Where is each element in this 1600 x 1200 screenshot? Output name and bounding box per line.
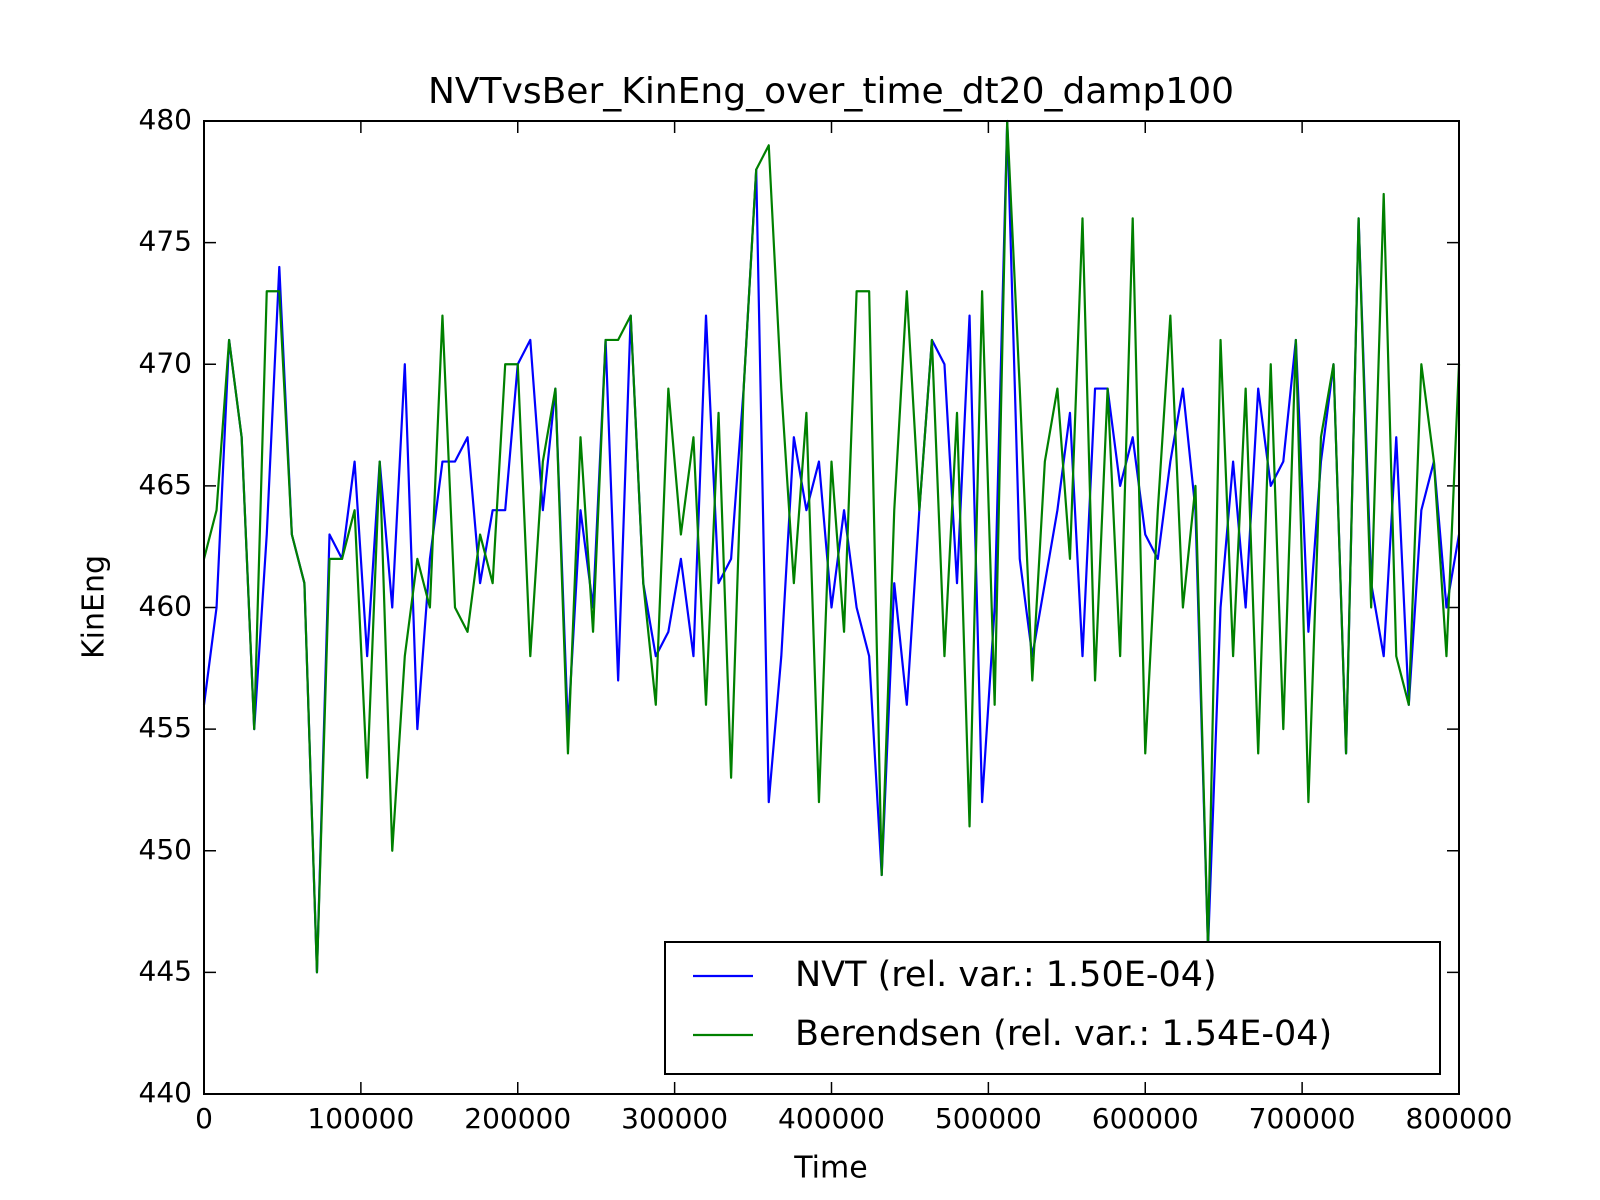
plot-border bbox=[203, 120, 1460, 1095]
y-tick-label: 475 bbox=[139, 225, 192, 258]
x-tick-label: 0 bbox=[195, 1102, 213, 1135]
legend-label: NVT (rel. var.: 1.50E-04) bbox=[795, 955, 1217, 995]
x-tick-label: 700000 bbox=[1249, 1102, 1356, 1135]
x-axis-label: Time bbox=[793, 1151, 867, 1186]
x-tick-label: 800000 bbox=[1406, 1102, 1513, 1135]
legend-box bbox=[664, 941, 1441, 1075]
series-line bbox=[202, 119, 1461, 974]
y-axis-label: KinEng bbox=[77, 555, 112, 659]
x-tick-label: 300000 bbox=[621, 1102, 728, 1135]
x-tick-label: 400000 bbox=[778, 1102, 885, 1135]
y-tick-label: 450 bbox=[139, 833, 192, 866]
y-tick-label: 440 bbox=[139, 1076, 192, 1109]
x-tick-label: 500000 bbox=[935, 1102, 1042, 1135]
y-tick-label: 465 bbox=[139, 468, 192, 501]
y-tick-label: 460 bbox=[139, 590, 192, 623]
y-tick-label: 445 bbox=[139, 954, 192, 987]
x-tick-label: 600000 bbox=[1092, 1102, 1199, 1135]
x-tick-label: 100000 bbox=[307, 1102, 414, 1135]
chart-title: NVTvsBer_KinEng_over_time_dt20_damp100 bbox=[428, 71, 1234, 112]
x-tick-label: 200000 bbox=[464, 1102, 571, 1135]
y-tick-label: 480 bbox=[139, 103, 192, 136]
y-tick-label: 455 bbox=[139, 711, 192, 744]
legend-label: Berendsen (rel. var.: 1.54E-04) bbox=[795, 1014, 1332, 1054]
y-tick-label: 470 bbox=[139, 346, 192, 379]
